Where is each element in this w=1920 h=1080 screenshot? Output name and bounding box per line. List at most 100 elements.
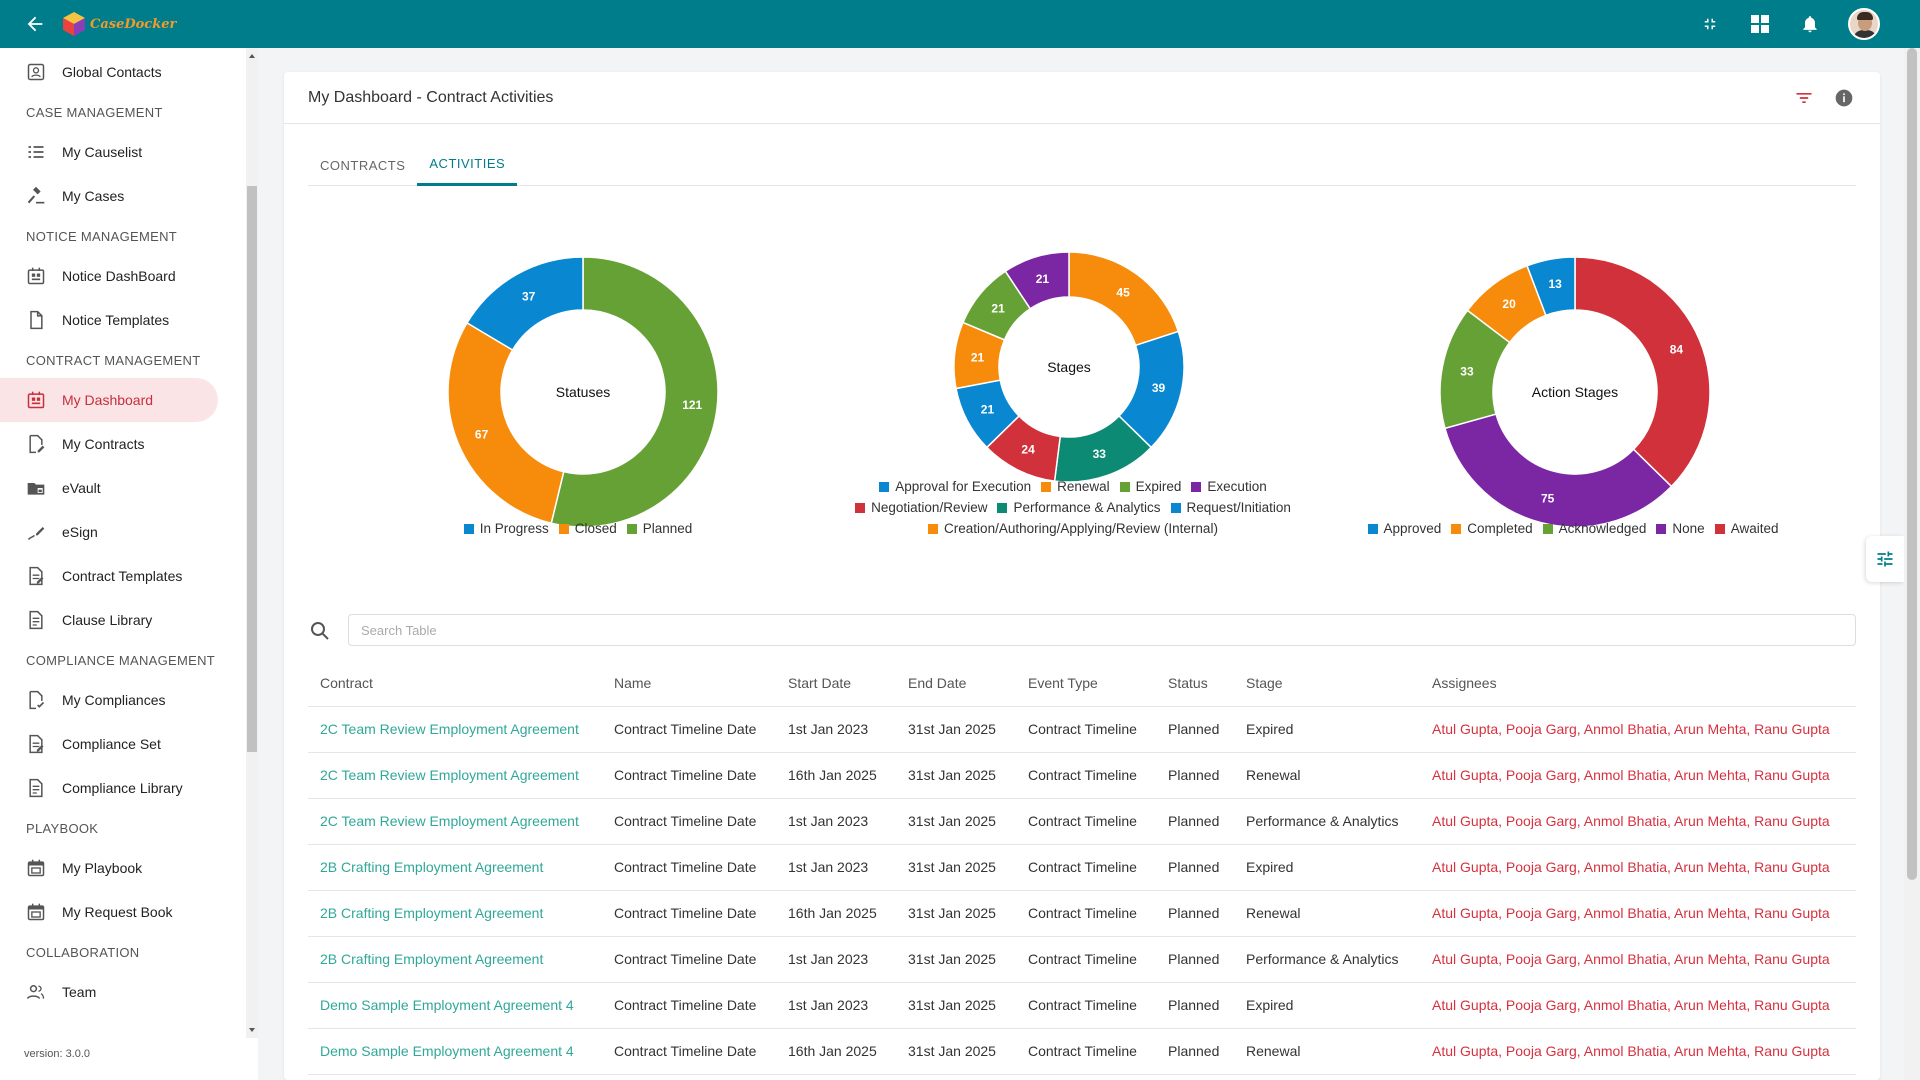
scroll-down-icon[interactable] — [248, 1026, 256, 1034]
column-header-event-type[interactable]: Event Type — [1016, 660, 1156, 707]
sidebar-item-compliance-library[interactable]: Compliance Library — [0, 766, 244, 810]
sidebar-item-my-causelist[interactable]: My Causelist — [0, 130, 244, 174]
sidebar-scroll[interactable]: Global Contacts CASE MANAGEMENT My Causeli… — [0, 48, 244, 1038]
sidebar-item-clause-library[interactable]: Clause Library — [0, 598, 244, 642]
table-row[interactable]: Demo Sample Employment Agreement 4 Contra… — [308, 1028, 1856, 1075]
legend-item[interactable]: Completed — [1451, 518, 1533, 539]
sidebar-item-team[interactable]: Team — [0, 970, 244, 1014]
avatar[interactable] — [1848, 8, 1880, 40]
sidebar-item-label: eSign — [62, 524, 98, 540]
column-header-stage[interactable]: Stage — [1234, 660, 1420, 707]
sidebar-item-my-compliances[interactable]: My Compliances — [0, 678, 244, 722]
legend-item[interactable]: Planned — [626, 518, 692, 539]
legend-item[interactable]: Acknowledged — [1542, 518, 1646, 539]
contract-link[interactable]: Demo Sample Employment Agreement 4 — [308, 982, 602, 1029]
column-header-start-date[interactable]: Start Date — [776, 660, 896, 707]
notifications-button[interactable] — [1798, 12, 1822, 36]
sidebar-item-my-playbook[interactable]: My Playbook — [0, 846, 244, 890]
fullscreen-button[interactable] — [1698, 12, 1722, 36]
legend-item[interactable]: Renewal — [1041, 476, 1110, 497]
legend-item[interactable]: Execution — [1191, 476, 1267, 497]
legend-item[interactable]: Request/Initiation — [1170, 497, 1291, 518]
contract-link[interactable]: 2B Crafting Employment Agreement — [308, 844, 602, 891]
sidebar-item-contract-templates[interactable]: Contract Templates — [0, 554, 244, 598]
slice-awaited[interactable] — [1574, 256, 1711, 488]
calendar-icon — [26, 858, 46, 878]
table-cell: Renewal — [1234, 890, 1420, 937]
table-row[interactable]: 2B Crafting Employment Agreement Contract… — [308, 936, 1856, 983]
sidebar-section-case-management: CASE MANAGEMENT — [26, 104, 163, 120]
back-button[interactable] — [20, 9, 50, 39]
sidebar-item-compliance-set[interactable]: Compliance Set — [0, 722, 244, 766]
table-cell: 31st Jan 2025 — [896, 798, 1016, 845]
sidebar-scroll-thumb[interactable] — [247, 186, 257, 752]
column-header-name[interactable]: Name — [602, 660, 776, 707]
sidebar-item-notice-templates[interactable]: Notice Templates — [0, 298, 244, 342]
table-row[interactable]: 2C Team Review Employment Agreement Contr… — [308, 798, 1856, 845]
table-cell: 1st Jan 2023 — [776, 844, 896, 891]
table-row[interactable]: 2C Team Review Employment Agreement Contr… — [308, 752, 1856, 799]
table-cell: Contract Timeline Date — [602, 1028, 776, 1075]
statuses-chart: 121 67 37 Statuses — [428, 242, 738, 542]
legend-item[interactable]: Closed — [558, 518, 617, 539]
contract-link[interactable]: 2B Crafting Employment Agreement — [308, 936, 602, 983]
legend-item[interactable]: Approval for Execution — [879, 476, 1031, 497]
sidebar-item-global-contacts[interactable]: Global Contacts — [0, 50, 244, 94]
page-scroll-thumb[interactable] — [1907, 48, 1917, 880]
sidebar-item-notice-dashboard[interactable]: Notice DashBoard — [0, 254, 244, 298]
contract-link[interactable]: 2C Team Review Employment Agreement — [308, 706, 602, 753]
table-row[interactable]: Demo Sample Employment Agreement 4 Contra… — [308, 982, 1856, 1029]
table-cell: Planned — [1156, 982, 1234, 1029]
sidebar-scrollbar[interactable] — [246, 48, 258, 1038]
slice-in-progress[interactable] — [466, 256, 584, 352]
legend-item[interactable]: Approved — [1367, 518, 1441, 539]
tab-activities[interactable]: ACTIVITIES — [417, 144, 518, 186]
table-row[interactable]: 2C Team Review Employment Agreement Contr… — [308, 706, 1856, 753]
contract-link[interactable]: 2C Team Review Employment Agreement — [308, 752, 602, 799]
slice-value-label: 24 — [1021, 442, 1035, 456]
slice-closed[interactable] — [447, 321, 565, 525]
column-header-status[interactable]: Status — [1156, 660, 1234, 707]
sidebar-item-my-cases[interactable]: My Cases — [0, 174, 244, 218]
slice-none[interactable] — [1444, 413, 1673, 528]
info-button[interactable] — [1832, 86, 1856, 110]
activities-table: Contract Name Start Date End Date Event Type… — [308, 660, 1856, 1075]
app-logo[interactable]: CaseDocker — [62, 11, 176, 37]
sidebar-item-my-contracts[interactable]: My Contracts — [0, 422, 244, 466]
legend-item[interactable]: In Progress — [463, 518, 549, 539]
search-input[interactable] — [348, 614, 1856, 646]
contract-link[interactable]: 2C Team Review Employment Agreement — [308, 798, 602, 845]
legend-label: None — [1672, 521, 1705, 536]
sidebar-item-evault[interactable]: eVault — [0, 466, 244, 510]
column-header-contract[interactable]: Contract — [308, 660, 602, 707]
assignees-cell: Atul Gupta, Pooja Garg, Anmol Bhatia, Ar… — [1420, 936, 1856, 983]
dashboard-icon — [26, 266, 46, 286]
legend-item[interactable]: Performance & Analytics — [997, 497, 1161, 518]
sidebar-item-my-dashboard[interactable]: My Dashboard — [0, 378, 218, 422]
legend-item[interactable]: Awaited — [1714, 518, 1778, 539]
legend-item[interactable]: Negotiation/Review — [855, 497, 987, 518]
slice-approved[interactable] — [1526, 256, 1576, 317]
legend-swatch — [1170, 502, 1181, 513]
legend-item[interactable]: Expired — [1119, 476, 1181, 497]
sidebar-item-my-request-book[interactable]: My Request Book — [0, 890, 244, 934]
slice-execution[interactable] — [1004, 251, 1070, 310]
filter-button[interactable] — [1792, 86, 1816, 110]
tab-contracts[interactable]: CONTRACTS — [320, 157, 406, 173]
apps-button[interactable] — [1748, 12, 1772, 36]
column-header-end-date[interactable]: End Date — [896, 660, 1016, 707]
slice-planned[interactable] — [550, 256, 719, 528]
table-row[interactable]: 2B Crafting Employment Agreement Contract… — [308, 844, 1856, 891]
legend-item[interactable]: Creation/Authoring/Applying/Review (Inte… — [928, 518, 1218, 539]
legend-label: Execution — [1207, 479, 1267, 494]
legend-item[interactable]: None — [1656, 518, 1705, 539]
customize-button[interactable] — [1866, 536, 1904, 582]
column-header-assignees[interactable]: Assignees — [1420, 660, 1856, 707]
slice-value-label: 21 — [981, 403, 995, 417]
sidebar-item-esign[interactable]: eSign — [0, 510, 244, 554]
page-scrollbar[interactable] — [1904, 48, 1920, 1080]
contract-link[interactable]: Demo Sample Employment Agreement 4 — [308, 1028, 602, 1075]
contract-link[interactable]: 2B Crafting Employment Agreement — [308, 890, 602, 937]
table-row[interactable]: 2B Crafting Employment Agreement Contract… — [308, 890, 1856, 937]
scroll-up-icon[interactable] — [248, 52, 256, 60]
